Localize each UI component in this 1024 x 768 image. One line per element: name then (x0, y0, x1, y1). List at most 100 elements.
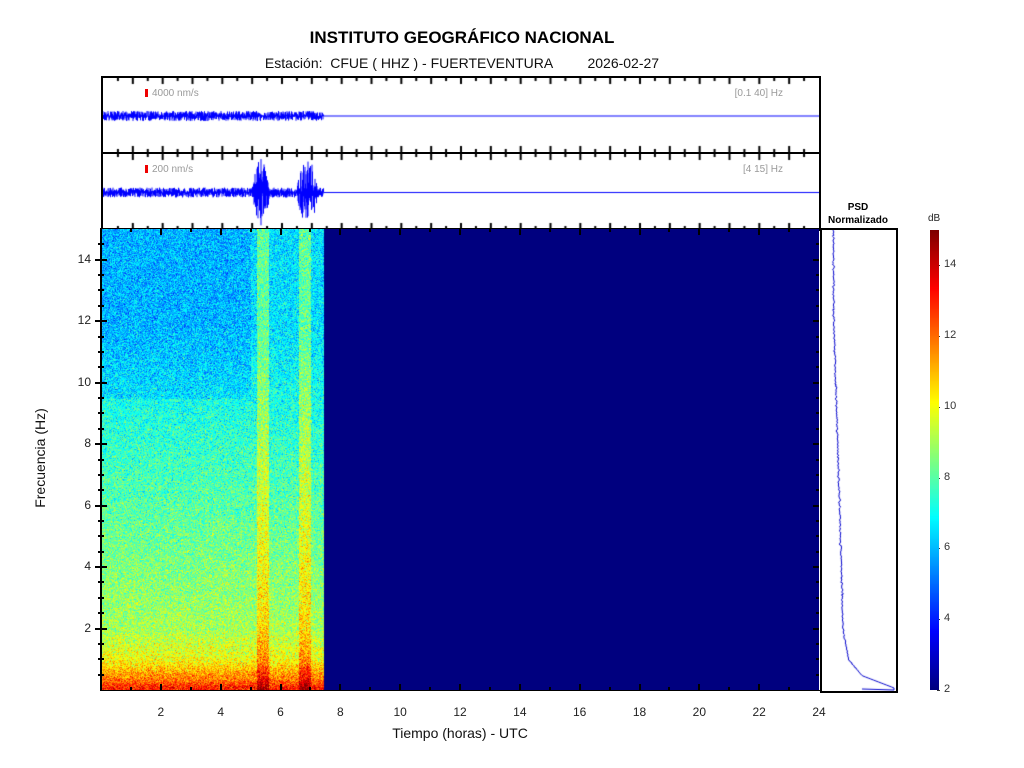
x-tick-mark (758, 684, 760, 690)
y-outer-tick-mark (98, 551, 101, 553)
y-outer-tick-mark (95, 628, 101, 630)
x-tick-mark (429, 687, 431, 690)
x-tick-mark (609, 687, 611, 690)
psd-title: PSD Normalizado (808, 201, 908, 227)
y-tick-mark (101, 628, 107, 630)
y-outer-tick-mark (98, 643, 101, 645)
x-tick-mark (130, 687, 132, 690)
y-outer-tick-mark (98, 459, 101, 461)
x-tick-mark (609, 229, 611, 232)
x-tick-mark (459, 684, 461, 690)
y-tick-mark (813, 505, 819, 507)
x-tick-label: 24 (809, 705, 829, 719)
y-tick-mark (813, 382, 819, 384)
x-tick-mark (250, 229, 252, 232)
x-tick-label: 16 (570, 705, 590, 719)
x-tick-mark (698, 684, 700, 690)
y-tick-label: 12 (61, 313, 91, 327)
x-tick-mark (309, 687, 311, 690)
colorbar-tick-label: 10 (944, 400, 956, 412)
colorbar-tick-label: 2 (944, 683, 950, 695)
y-tick-mark (101, 551, 104, 553)
y-outer-tick-mark (98, 597, 101, 599)
y-tick-mark (101, 243, 104, 245)
y-tick-label: 8 (61, 436, 91, 450)
y-tick-mark (101, 643, 104, 645)
y-tick-label: 4 (61, 559, 91, 573)
station-subtitle: Estación: CFUE ( HHZ ) - FUERTEVENTURA 2… (0, 55, 924, 71)
x-tick-mark (459, 229, 461, 235)
scale-bar-icon (145, 89, 148, 97)
y-tick-mark (101, 474, 104, 476)
page-title: INSTITUTO GEOGRÁFICO NACIONAL (0, 28, 924, 48)
y-tick-mark (816, 243, 819, 245)
y-outer-tick-mark (98, 428, 101, 430)
x-tick-mark (698, 229, 700, 235)
scale-bar-icon (145, 165, 148, 173)
y-tick-mark (101, 658, 104, 660)
y-tick-mark (101, 459, 104, 461)
y-tick-mark (816, 597, 819, 599)
y-tick-label: 14 (61, 252, 91, 266)
trace-panel-broadband: 4000 nm/s [0.1 40] Hz (101, 76, 821, 154)
y-outer-tick-mark (95, 505, 101, 507)
y-outer-tick-mark (98, 336, 101, 338)
x-tick-mark (519, 684, 521, 690)
x-tick-label: 18 (630, 705, 650, 719)
x-tick-mark (280, 684, 282, 690)
x-tick-label: 6 (271, 705, 291, 719)
y-tick-mark (101, 336, 104, 338)
x-tick-mark (130, 229, 132, 232)
x-tick-mark (579, 229, 581, 235)
y-tick-mark (101, 505, 107, 507)
colorbar-tick-label: 6 (944, 541, 950, 553)
x-tick-mark (250, 687, 252, 690)
y-tick-mark (101, 259, 107, 261)
x-tick-mark (220, 684, 222, 690)
x-tick-mark (639, 229, 641, 235)
y-tick-mark (816, 612, 819, 614)
y-outer-tick-mark (95, 320, 101, 322)
y-outer-tick-mark (98, 305, 101, 307)
y-outer-tick-mark (98, 243, 101, 245)
y-outer-tick-mark (98, 397, 101, 399)
y-tick-mark (816, 658, 819, 660)
y-outer-tick-mark (95, 566, 101, 568)
y-tick-mark (101, 428, 104, 430)
amplitude-scale: 200 nm/s (145, 164, 193, 175)
y-outer-tick-mark (98, 366, 101, 368)
x-tick-mark (190, 229, 192, 232)
y-tick-mark (816, 474, 819, 476)
x-tick-mark (369, 687, 371, 690)
x-tick-mark (788, 229, 790, 232)
waveform-trace (103, 78, 819, 152)
x-tick-label: 14 (510, 705, 530, 719)
y-tick-mark (816, 489, 819, 491)
psd-title-line2: Normalizado (808, 214, 908, 227)
colorbar-tick-label: 14 (944, 258, 956, 270)
y-tick-mark (816, 428, 819, 430)
y-tick-mark (816, 351, 819, 353)
band-label: [4 15] Hz (743, 164, 783, 175)
y-tick-mark (101, 366, 104, 368)
y-tick-mark (816, 336, 819, 338)
y-tick-mark (813, 443, 819, 445)
y-tick-mark (816, 305, 819, 307)
x-tick-mark (429, 229, 431, 232)
y-tick-mark (816, 274, 819, 276)
x-tick-label: 2 (151, 705, 171, 719)
x-tick-label: 12 (450, 705, 470, 719)
x-tick-label: 22 (749, 705, 769, 719)
y-outer-tick-mark (98, 489, 101, 491)
colorbar-tick-label: 4 (944, 612, 950, 624)
psd-curve (822, 230, 896, 691)
colorbar-tick-mark (937, 690, 940, 691)
y-tick-mark (101, 397, 104, 399)
y-outer-tick-mark (95, 382, 101, 384)
y-tick-mark (101, 566, 107, 568)
x-tick-mark (190, 687, 192, 690)
colorbar-unit-label: dB (928, 213, 940, 224)
x-tick-mark (399, 229, 401, 235)
x-tick-mark (220, 229, 222, 235)
y-outer-tick-mark (98, 289, 101, 291)
